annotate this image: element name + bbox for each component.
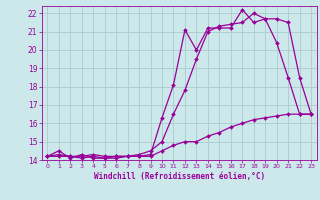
X-axis label: Windchill (Refroidissement éolien,°C): Windchill (Refroidissement éolien,°C): [94, 172, 265, 181]
